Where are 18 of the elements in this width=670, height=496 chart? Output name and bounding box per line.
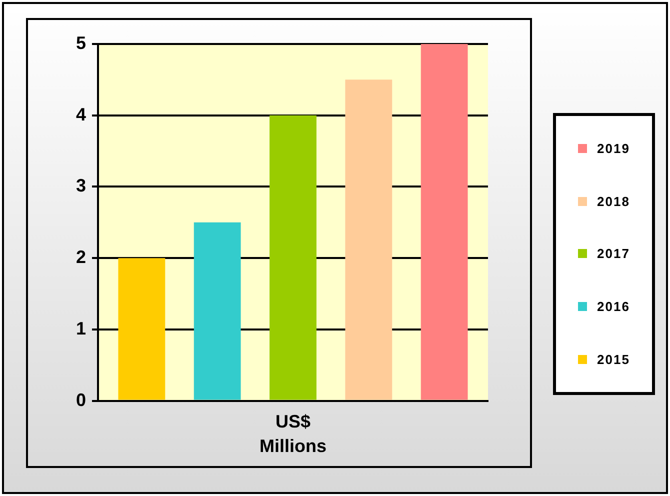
bar [345,80,392,400]
y-tick-label: 1 [76,318,86,338]
bar [118,258,166,400]
legend-label: 2017 [597,246,630,262]
legend-label: 2019 [597,140,630,156]
y-tick-label: 0 [76,390,86,410]
legend-label: 2015 [597,352,630,368]
y-tick-label: 3 [76,176,86,196]
y-tick-label: 4 [76,104,86,124]
x-tick-label: US$ [276,412,311,432]
y-tick-label: 5 [76,32,86,53]
y-tick-label: 2 [76,247,86,268]
legend-label: 2016 [597,299,630,314]
legend-label: 2018 [597,194,630,209]
x-axis-title: Millions [260,436,327,456]
bar [420,44,468,400]
bar [270,115,316,400]
bar [194,222,241,400]
